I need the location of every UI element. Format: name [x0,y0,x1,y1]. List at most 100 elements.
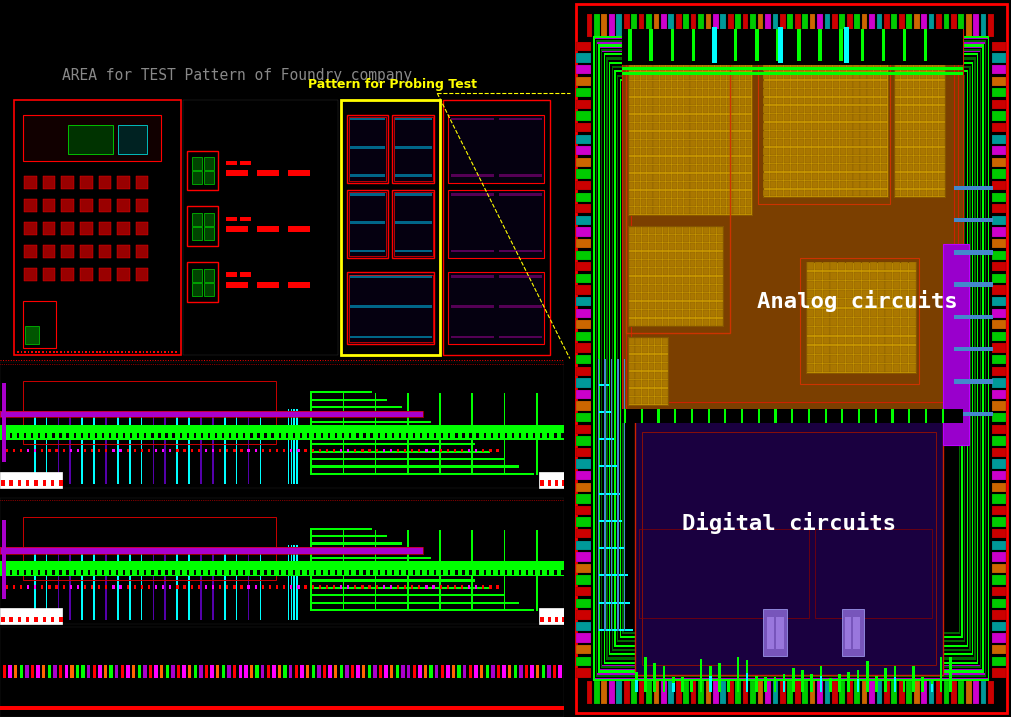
Bar [629,318,635,326]
Bar [703,235,709,242]
Bar [882,181,888,188]
Bar [499,275,543,278]
Bar [992,564,1006,573]
Bar [746,47,751,54]
Bar [204,269,214,282]
Bar [194,433,196,438]
Bar [690,285,696,292]
Bar [461,449,463,452]
Bar [784,139,790,146]
Bar [649,268,655,275]
Bar [846,72,852,80]
Bar [882,98,888,105]
Bar [805,114,811,121]
Bar [770,47,776,54]
Bar [368,449,371,452]
Bar [926,131,932,138]
Bar [930,685,933,692]
Bar [641,409,643,423]
Bar [860,156,866,163]
Bar [985,40,987,677]
Bar [435,665,439,678]
Bar [77,585,79,589]
Bar [347,272,435,344]
Bar [933,89,938,96]
Bar [629,47,634,54]
Bar [288,282,310,288]
Bar [166,433,168,438]
Bar [636,310,641,317]
Bar [236,415,238,484]
Bar [42,480,47,486]
Bar [894,355,901,363]
Bar [653,81,659,88]
Bar [735,14,741,37]
Bar [653,72,659,80]
Bar [724,409,727,423]
Bar [854,336,861,344]
Bar [684,56,690,63]
Bar [757,409,760,423]
Bar [895,56,901,62]
Bar [839,47,845,54]
Bar [204,157,214,170]
Bar [966,14,972,37]
Bar [878,262,885,270]
Bar [882,139,888,146]
Bar [669,243,675,250]
Bar [882,81,888,87]
Bar [541,480,544,486]
Bar [909,355,916,363]
Bar [717,277,723,284]
Bar [819,56,825,62]
Bar [539,608,564,624]
Bar [678,174,683,181]
Bar [641,72,646,80]
Bar [635,47,640,54]
Bar [313,569,316,575]
Bar [229,569,232,575]
Bar [576,610,590,619]
Bar [853,114,859,121]
Bar [779,681,786,704]
Bar [635,174,640,181]
Bar [721,207,727,214]
Bar [727,123,733,130]
Bar [233,665,237,678]
Bar [914,106,919,113]
Bar [734,132,739,138]
Bar [920,156,926,163]
Bar [180,433,182,438]
Bar [310,587,489,589]
Bar [697,285,703,292]
Bar [676,285,682,292]
Bar [629,293,635,300]
Bar [826,181,832,188]
Bar [826,56,832,62]
Bar [978,53,979,664]
Bar [310,572,460,574]
Bar [604,53,605,664]
Bar [882,164,888,171]
Bar [746,182,751,189]
Bar [22,115,161,161]
Bar [833,139,839,146]
Bar [659,47,665,54]
Bar [992,88,1006,98]
Bar [815,364,822,372]
Bar [734,207,739,214]
Bar [269,449,271,452]
Bar [846,272,853,280]
Bar [740,81,745,88]
Bar [74,433,76,438]
Bar [288,545,289,620]
Bar [279,433,281,438]
Bar [895,114,901,121]
Bar [899,681,905,704]
Bar [878,300,885,308]
Bar [920,148,926,155]
Bar [622,55,962,58]
Bar [262,449,264,452]
Bar [576,227,590,237]
Bar [646,681,652,704]
